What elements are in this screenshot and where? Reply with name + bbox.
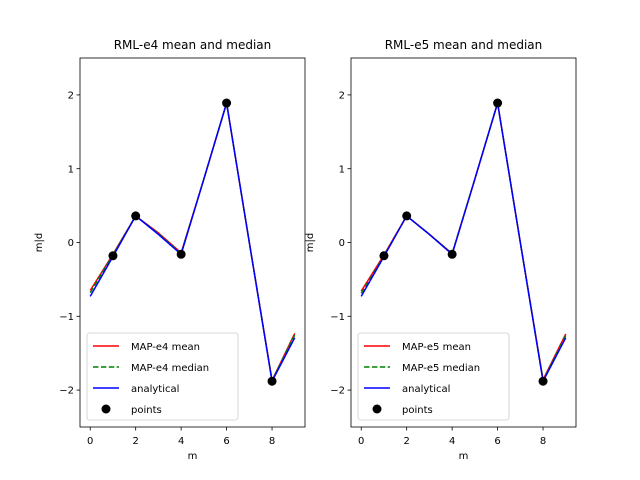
x-tick-label: 0: [87, 436, 93, 447]
legend-label: MAP-e5 median: [402, 363, 480, 374]
y-tick-label: 0: [68, 238, 74, 249]
chart-title: RML-e5 mean and median: [385, 38, 543, 52]
x-tick-label: 4: [449, 436, 455, 447]
legend-label: points: [402, 405, 433, 416]
plot-area: [360, 98, 567, 386]
data-point: [379, 251, 389, 261]
legend-label: MAP-e5 mean: [402, 342, 471, 353]
legend-label: points: [131, 405, 162, 416]
y-tick-label: −2: [59, 386, 74, 397]
legend-box: [357, 332, 510, 421]
x-tick-label: 2: [403, 436, 409, 447]
y-tick-label: 1: [339, 164, 345, 175]
legend-box: [86, 332, 239, 421]
y-axis-label: m|d: [305, 233, 316, 252]
y-tick-label: −1: [330, 312, 345, 323]
x-tick-label: 0: [358, 436, 364, 447]
x-tick-label: 6: [494, 436, 500, 447]
data-point: [447, 249, 457, 259]
series-line: [360, 102, 567, 382]
y-tick-label: −1: [59, 312, 74, 323]
chart-panel-rml-e4: RML-e4 mean and median m m|d 0 2 4 6 8 −2 −1 0 1…: [34, 38, 306, 462]
legend-label: analytical: [402, 384, 450, 395]
legend-label: analytical: [131, 384, 179, 395]
y-tick-label: −2: [330, 386, 345, 397]
y-tick-label: 1: [68, 164, 74, 175]
data-point: [131, 211, 141, 221]
data-point: [538, 376, 548, 386]
x-tick-label: 2: [132, 436, 138, 447]
y-tick-label: 2: [68, 91, 74, 102]
data-point: [267, 376, 277, 386]
x-axis-label: m: [188, 451, 198, 462]
x-axis-label: m: [459, 451, 469, 462]
x-tick-label: 4: [178, 436, 184, 447]
series-line: [89, 102, 296, 382]
data-point: [108, 251, 118, 261]
data-point: [493, 98, 503, 108]
legend-label: MAP-e4 median: [131, 363, 209, 374]
y-tick-label: 0: [339, 238, 345, 249]
legend-marker: [101, 404, 111, 414]
data-point: [222, 98, 232, 108]
legend-marker: [372, 404, 382, 414]
data-point: [176, 249, 186, 259]
legend: MAP-e5 mean MAP-e5 median analytical points: [357, 332, 510, 421]
chart-panel-rml-e5: RML-e5 mean and median m m|d 0 2 4 6 8 −2 −1 0 1…: [305, 38, 577, 462]
legend-label: MAP-e4 mean: [131, 342, 200, 353]
chart-title: RML-e4 mean and median: [114, 38, 272, 52]
x-tick-label: 8: [540, 436, 546, 447]
y-axis-label: m|d: [34, 233, 45, 252]
plot-area: [89, 98, 296, 386]
x-tick-label: 6: [223, 436, 229, 447]
y-tick-label: 2: [339, 91, 345, 102]
legend: MAP-e4 mean MAP-e4 median analytical points: [86, 332, 239, 421]
data-point: [402, 211, 412, 221]
x-tick-label: 8: [269, 436, 275, 447]
